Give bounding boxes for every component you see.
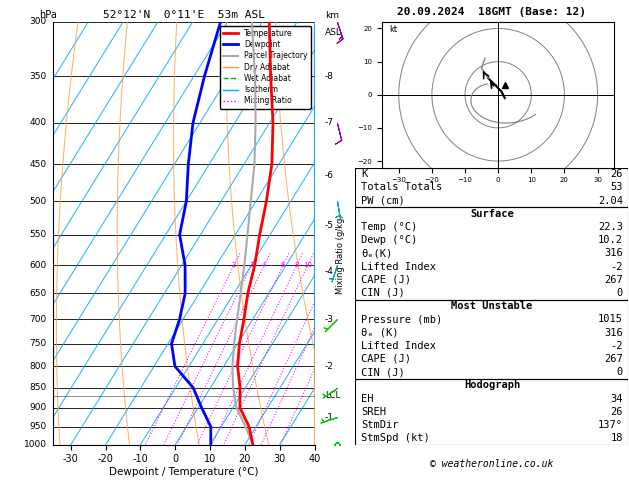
- Text: Mixing Ratio (g/kg): Mixing Ratio (g/kg): [336, 215, 345, 294]
- Text: 267: 267: [604, 275, 623, 285]
- Text: θₑ (K): θₑ (K): [361, 328, 398, 338]
- Text: 900: 900: [30, 403, 47, 412]
- Text: kt: kt: [389, 25, 397, 34]
- Text: 550: 550: [30, 230, 47, 239]
- Text: 26: 26: [610, 169, 623, 179]
- Text: EH: EH: [361, 394, 374, 403]
- X-axis label: Dewpoint / Temperature (°C): Dewpoint / Temperature (°C): [109, 467, 259, 477]
- Text: Dewp (°C): Dewp (°C): [361, 235, 417, 245]
- Bar: [355, 379, 628, 445]
- Text: ASL: ASL: [325, 28, 342, 36]
- Text: 2.04: 2.04: [598, 196, 623, 206]
- Text: 3: 3: [249, 262, 253, 268]
- Text: 650: 650: [30, 289, 47, 298]
- Text: LCL: LCL: [325, 391, 340, 400]
- Text: 300: 300: [30, 17, 47, 26]
- Text: 500: 500: [30, 197, 47, 206]
- Text: 4: 4: [262, 262, 267, 268]
- Text: 450: 450: [30, 160, 47, 169]
- Text: 600: 600: [30, 261, 47, 270]
- Text: 137°: 137°: [598, 420, 623, 430]
- Text: 8: 8: [294, 262, 299, 268]
- Text: θₑ(K): θₑ(K): [361, 248, 392, 259]
- Text: 316: 316: [604, 248, 623, 259]
- Text: 0: 0: [616, 367, 623, 377]
- Bar: [355, 207, 628, 299]
- Text: -5: -5: [325, 221, 334, 229]
- Text: Temp (°C): Temp (°C): [361, 222, 417, 232]
- Text: 400: 400: [30, 119, 47, 127]
- Text: 53: 53: [610, 182, 623, 192]
- Text: 1000: 1000: [24, 440, 47, 449]
- Text: 18: 18: [610, 433, 623, 443]
- Text: 22.3: 22.3: [598, 222, 623, 232]
- Bar: [355, 299, 628, 379]
- Text: 950: 950: [30, 422, 47, 431]
- Text: Pressure (mb): Pressure (mb): [361, 314, 442, 324]
- Text: 800: 800: [30, 362, 47, 371]
- Text: -6: -6: [325, 171, 334, 180]
- Text: 10: 10: [303, 262, 312, 268]
- Text: 350: 350: [30, 71, 47, 81]
- Text: 20.09.2024  18GMT (Base: 12): 20.09.2024 18GMT (Base: 12): [398, 7, 586, 17]
- Text: -3: -3: [325, 315, 334, 324]
- Text: Hodograph: Hodograph: [464, 381, 520, 390]
- Title: 52°12'N  0°11'E  53m ASL: 52°12'N 0°11'E 53m ASL: [103, 10, 265, 20]
- Text: Totals Totals: Totals Totals: [361, 182, 442, 192]
- Text: 267: 267: [604, 354, 623, 364]
- Bar: [355, 168, 628, 207]
- Text: CAPE (J): CAPE (J): [361, 275, 411, 285]
- Text: 700: 700: [30, 315, 47, 324]
- Text: km: km: [325, 11, 339, 19]
- Text: 34: 34: [610, 394, 623, 403]
- Text: -2: -2: [610, 341, 623, 351]
- Text: PW (cm): PW (cm): [361, 196, 404, 206]
- Text: 10.2: 10.2: [598, 235, 623, 245]
- Text: StmSpd (kt): StmSpd (kt): [361, 433, 430, 443]
- Text: K: K: [361, 169, 367, 179]
- Text: CIN (J): CIN (J): [361, 288, 404, 298]
- Text: 316: 316: [604, 328, 623, 338]
- Text: SREH: SREH: [361, 407, 386, 417]
- Text: 1015: 1015: [598, 314, 623, 324]
- Text: © weatheronline.co.uk: © weatheronline.co.uk: [430, 459, 554, 469]
- Text: Most Unstable: Most Unstable: [451, 301, 533, 311]
- Text: -8: -8: [325, 71, 334, 81]
- Text: 850: 850: [30, 383, 47, 392]
- Text: hPa: hPa: [39, 10, 57, 19]
- Text: CAPE (J): CAPE (J): [361, 354, 411, 364]
- Text: 26: 26: [610, 407, 623, 417]
- Text: 6: 6: [281, 262, 285, 268]
- Text: CIN (J): CIN (J): [361, 367, 404, 377]
- Text: 2: 2: [232, 262, 236, 268]
- Text: -4: -4: [325, 267, 334, 276]
- Text: -7: -7: [325, 119, 334, 127]
- Text: 750: 750: [30, 339, 47, 348]
- Text: 0: 0: [616, 288, 623, 298]
- Text: -2: -2: [610, 261, 623, 272]
- Text: Surface: Surface: [470, 209, 514, 219]
- Text: StmDir: StmDir: [361, 420, 398, 430]
- Text: Lifted Index: Lifted Index: [361, 341, 436, 351]
- Text: -1: -1: [325, 413, 334, 422]
- Text: Lifted Index: Lifted Index: [361, 261, 436, 272]
- Text: -2: -2: [325, 362, 334, 371]
- Legend: Temperature, Dewpoint, Parcel Trajectory, Dry Adiabat, Wet Adiabat, Isotherm, Mi: Temperature, Dewpoint, Parcel Trajectory…: [220, 26, 311, 108]
